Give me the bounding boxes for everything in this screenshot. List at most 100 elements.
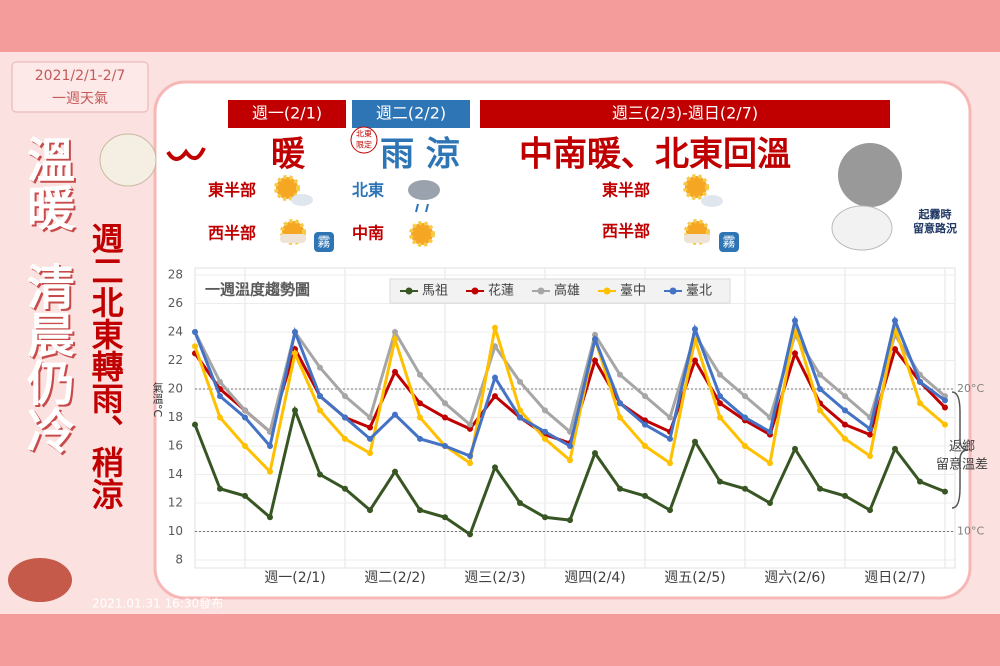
data-point: [492, 393, 498, 400]
annotation: 留意溫差: [936, 457, 988, 473]
data-point: [717, 478, 723, 485]
mascot: [831, 205, 893, 251]
limited-badge: [350, 126, 378, 154]
data-point: [942, 421, 948, 428]
data-point: [667, 435, 673, 442]
data-point: [342, 485, 348, 492]
data-point: [817, 407, 823, 414]
period-label: 週三(2/3)-週日(2/7): [612, 104, 758, 123]
data-point: [792, 350, 798, 357]
data-point: [492, 343, 498, 350]
date-range: 2021/2/1-2/7: [35, 68, 125, 84]
data-point: [717, 414, 723, 421]
data-point: [317, 364, 323, 371]
data-point: [867, 452, 873, 459]
data-point: [392, 411, 398, 418]
data-point: [567, 517, 573, 524]
haze-icon: [684, 234, 710, 243]
data-point: [292, 407, 298, 414]
data-point: [642, 492, 648, 499]
data-point: [392, 336, 398, 343]
data-point: [467, 425, 473, 432]
data-point: [842, 435, 848, 442]
y-tick-label: 8: [175, 553, 183, 567]
fog-badge: [314, 232, 334, 252]
data-point: [867, 425, 873, 432]
legend-marker: [405, 287, 413, 295]
data-point: [367, 435, 373, 442]
data-point: [467, 452, 473, 459]
cloud-icon: [408, 180, 440, 200]
rain-icon: [425, 203, 429, 213]
data-point: [392, 368, 398, 375]
data-point: [467, 460, 473, 467]
data-point: [617, 400, 623, 407]
data-point: [342, 393, 348, 400]
bracket: [951, 391, 969, 509]
fog-badge: [719, 232, 739, 252]
data-point: [442, 443, 448, 449]
data-point: [267, 443, 273, 449]
data-point: [242, 414, 248, 421]
data-point: [842, 421, 848, 428]
data-point: [817, 386, 823, 392]
period-summary: 暖: [271, 135, 306, 175]
data-point: [717, 393, 723, 400]
y-tick-label: 26: [168, 296, 183, 310]
data-point: [517, 378, 523, 385]
data-point: [642, 421, 648, 428]
data-point: [892, 317, 898, 324]
y-tick-label: 10: [168, 524, 183, 538]
data-point: [192, 329, 198, 335]
header-bar: [352, 100, 470, 128]
mascot: [99, 133, 157, 187]
data-point: [717, 400, 723, 407]
data-point: [217, 393, 223, 400]
headline: 溫暖: [18, 135, 74, 231]
decoration: [166, 147, 206, 161]
data-point: [292, 329, 298, 335]
fog-badge-text: 霧: [722, 236, 735, 251]
period-label: 一週天氣: [52, 91, 108, 107]
y-tick-label: 22: [168, 353, 183, 367]
legend-label: 臺北: [686, 284, 712, 299]
header-bar: [480, 100, 890, 128]
legend-marker: [537, 287, 545, 295]
icons: 霧 霧: [8, 133, 902, 602]
chart: 8 10 12 14 16 18 20 22 24 26 28 20°C 10°C 週一(2/1) 週二(2…: [168, 268, 988, 587]
region-name: 東半部: [208, 181, 256, 200]
period-summary: 雨 涼: [380, 135, 460, 175]
data-point: [542, 407, 548, 414]
data-point: [917, 378, 923, 385]
data-point: [217, 485, 223, 492]
data-point: [767, 460, 773, 467]
date-box: [11, 61, 149, 113]
data-point: [317, 407, 323, 414]
period-label: 週二(2/2): [376, 104, 446, 123]
header-bar: [228, 100, 346, 128]
data-point: [417, 400, 423, 407]
data-point: [467, 531, 473, 538]
data-point: [342, 414, 348, 421]
fog-badge-text: 霧: [317, 236, 330, 251]
data-point: [492, 464, 498, 471]
x-tick-label: 週六(2/6): [764, 570, 825, 586]
y-tick-label: 24: [168, 325, 183, 339]
y-tick-label: 18: [168, 410, 183, 424]
data-point: [392, 329, 398, 335]
x-tick-label: 週二(2/2): [364, 570, 425, 586]
data-point: [892, 445, 898, 452]
period-summary: 中南暖、北東回溫: [519, 135, 791, 175]
data-point: [592, 336, 598, 343]
data-point: [617, 485, 623, 492]
data-point: [517, 407, 523, 414]
data-point: [367, 424, 373, 431]
haze-icon: [280, 234, 306, 243]
top-band: [0, 0, 1000, 52]
chart-title: 一週溫度趨勢圖: [205, 281, 310, 299]
data-point: [942, 397, 948, 404]
subheadline: 週二北東轉雨、稍涼: [86, 222, 125, 510]
data-point: [692, 357, 698, 364]
sun-icon: [409, 221, 435, 247]
region-name: 西半部: [602, 222, 650, 241]
